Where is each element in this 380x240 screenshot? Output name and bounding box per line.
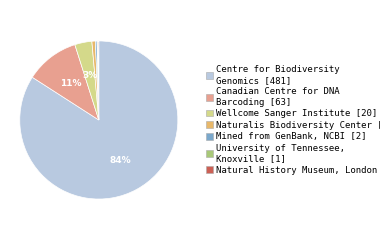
Wedge shape: [97, 41, 99, 120]
Text: 11%: 11%: [60, 79, 82, 88]
Wedge shape: [32, 45, 99, 120]
Wedge shape: [75, 41, 99, 120]
Text: 3%: 3%: [82, 71, 97, 79]
Text: 84%: 84%: [110, 156, 131, 165]
Legend: Centre for Biodiversity
Genomics [481], Canadian Centre for DNA
Barcoding [63], : Centre for Biodiversity Genomics [481], …: [206, 65, 380, 175]
Wedge shape: [95, 41, 99, 120]
Wedge shape: [92, 41, 99, 120]
Wedge shape: [98, 41, 99, 120]
Wedge shape: [20, 41, 178, 199]
